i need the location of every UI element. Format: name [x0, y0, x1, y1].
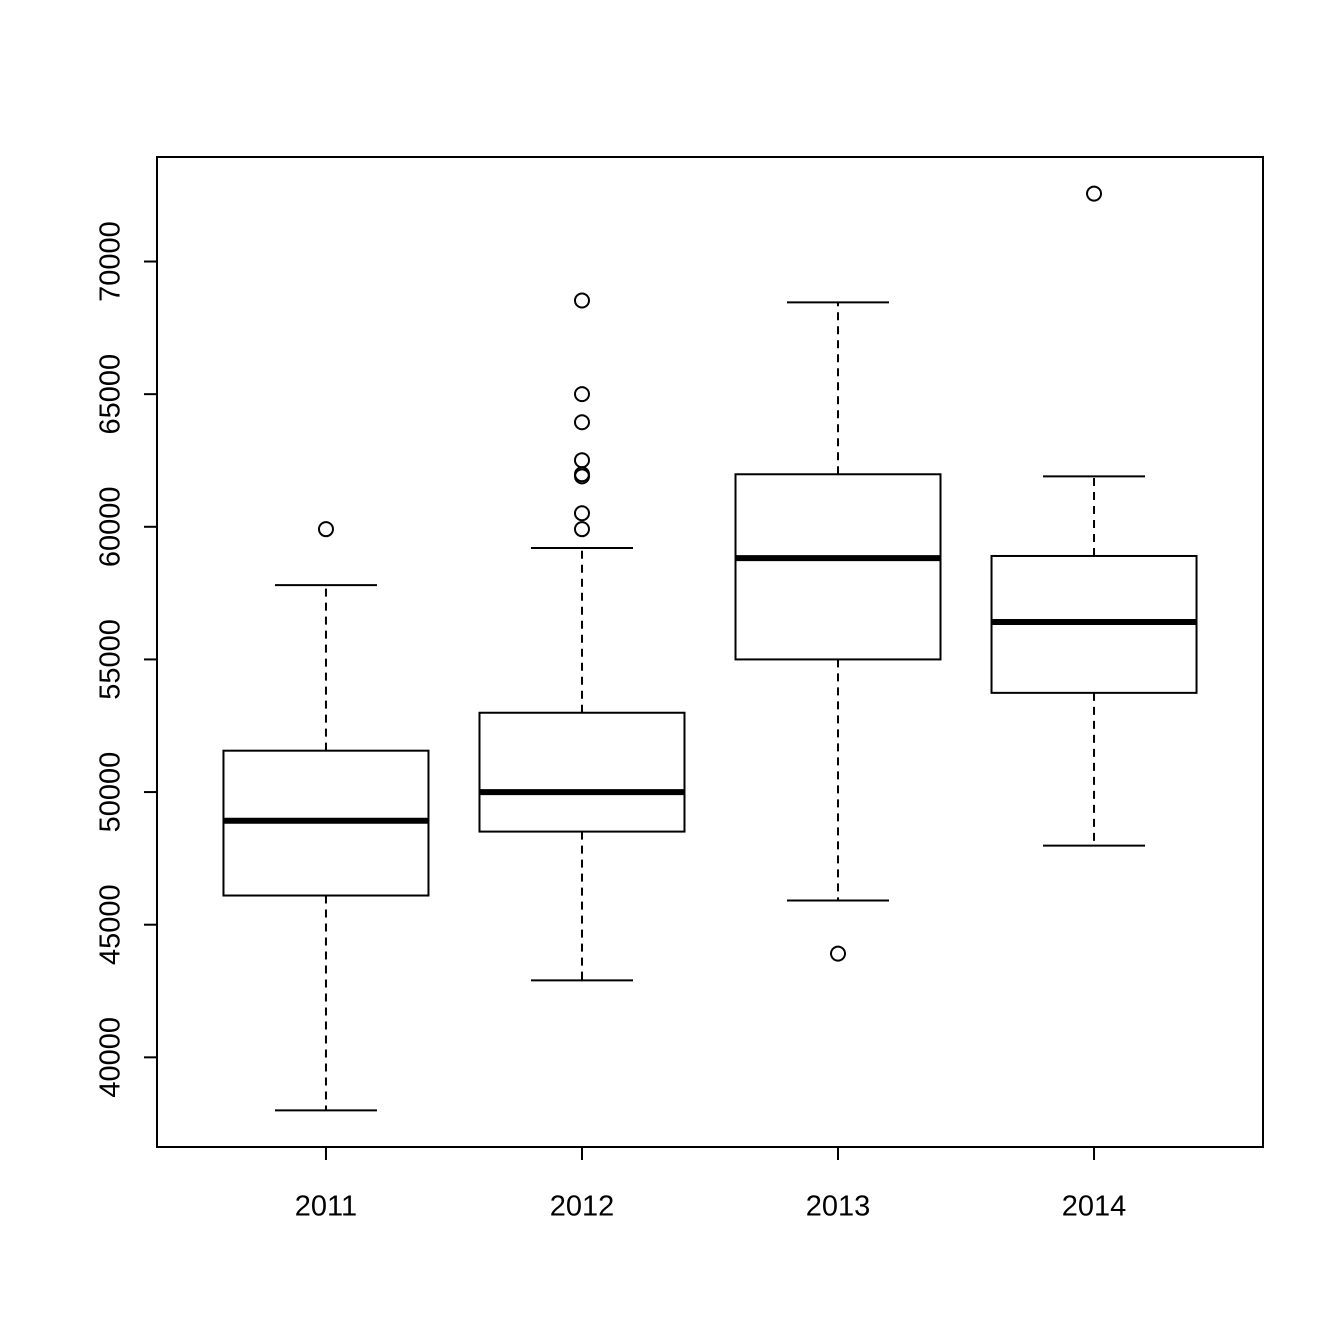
outlier [1086, 185, 1103, 202]
box [734, 473, 942, 661]
y-tick-label: 45000 [95, 884, 127, 965]
x-tick-label: 2013 [806, 1191, 871, 1223]
y-tick-label: 40000 [95, 1017, 127, 1098]
y-tick-label: 60000 [95, 486, 127, 567]
y-tick-label: 50000 [95, 752, 127, 833]
outlier [830, 945, 847, 962]
y-tick-label: 70000 [95, 221, 127, 302]
plot-frame [156, 156, 1264, 1148]
box [478, 711, 686, 833]
outlier [573, 505, 590, 522]
outlier [573, 521, 590, 538]
y-tick-label: 65000 [95, 354, 127, 435]
x-tick-label: 2011 [295, 1191, 357, 1223]
outlier [573, 468, 590, 485]
outlier [573, 386, 590, 403]
outlier [317, 521, 334, 538]
y-tick-label: 55000 [95, 619, 127, 700]
x-tick-label: 2012 [550, 1191, 615, 1223]
outlier [573, 292, 590, 309]
outlier [573, 452, 590, 469]
outlier [573, 414, 590, 431]
x-tick-label: 2014 [1062, 1191, 1127, 1223]
